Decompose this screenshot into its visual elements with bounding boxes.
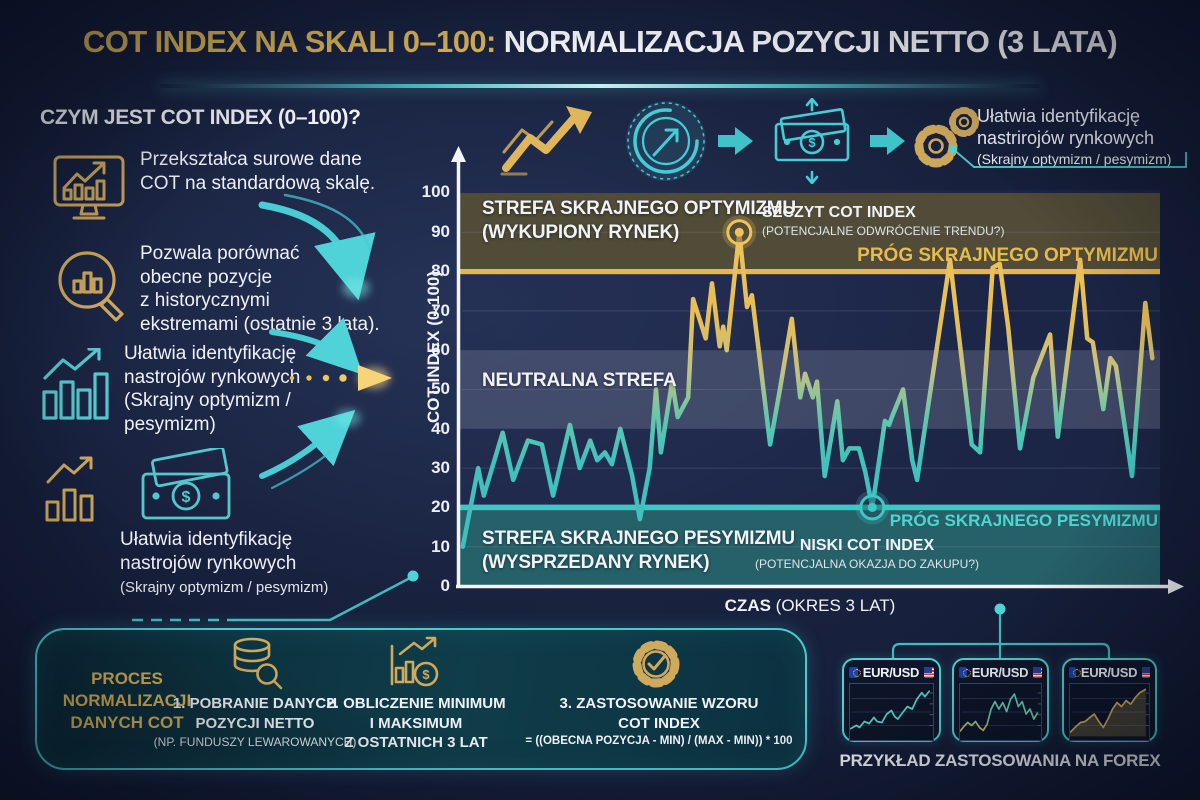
peak-annotation-sub: (POTENCJALNE ODWRÓCENIE TRENDU?)	[762, 224, 1005, 238]
intro-item-4-text: Ułatwia identyfikację nastrojów rynkowyc…	[120, 529, 297, 574]
dollar-glyph: $	[808, 135, 816, 150]
money-icon: $	[141, 448, 231, 520]
intro-item-1-text: Przekształca surowe dane COT na standard…	[140, 149, 376, 194]
low-annotation: NISKI COT INDEX (POTENCJALNA OKAZJA DO Z…	[742, 537, 992, 571]
pessimism-zone-band	[460, 507, 1160, 586]
forex-mini-chart-1	[849, 683, 934, 741]
process-title: PROCES NORMALIZACJI DANYCH COT	[62, 669, 192, 733]
neutral-zone-label: NEUTRALNA STREFA	[482, 370, 677, 391]
eu-flag-icon	[1069, 666, 1081, 678]
bar-chart-up-gold-icon	[45, 456, 94, 522]
optimism-threshold-line	[460, 269, 1160, 275]
forex-mini-chart-2	[959, 683, 1042, 741]
arrow-right-icon	[718, 127, 753, 155]
pessimism-zone-label: STREFA SKRAJNEGO PESYMIZMU (WYSPRZEDANY …	[482, 528, 795, 574]
monitor-chart-icon	[53, 155, 125, 220]
callout-text: Ułatwia identyfikację nastrirojów rynkow…	[977, 106, 1155, 148]
dollar-glyph: $	[422, 667, 430, 682]
low-annotation-label: NISKI COT INDEX	[799, 537, 935, 554]
magnifier-chart-icon	[58, 251, 124, 322]
page-title-rest: NORMALIZACJA POZYCJI NETTO (3 LATA)	[495, 24, 1118, 59]
intro-item-2-text: Pozwala porównać obecne pozycje z histor…	[140, 243, 380, 335]
y-tick-100: 100	[421, 182, 450, 201]
cot-index-series-line	[460, 230, 1155, 549]
y-tick-40: 40	[431, 419, 450, 438]
axes	[456, 162, 1170, 589]
intro-item-4-sub: (Skrajny optymizm / pesymizm)	[120, 579, 329, 596]
y-tick-90: 90	[431, 222, 450, 241]
title-divider	[160, 84, 1040, 88]
y-tick-0: 0	[440, 576, 450, 595]
low-marker	[855, 490, 890, 525]
gear-check-icon	[632, 640, 680, 688]
forex-card-3: EUR/USD	[1062, 658, 1157, 742]
x-axis-label-rest: (OKRES 3 LAT)	[770, 596, 896, 615]
process-step-3-formula: = ((OBECNA POZYCJA - MIN) / (MAX - MIN))…	[525, 735, 793, 747]
intro-heading: CZYM JEST COT INDEX (0–100)?	[40, 106, 361, 129]
forex-caption: PRZYKŁAD ZASTOSOWANIA NA FOREX	[839, 751, 1161, 770]
eu-flag-icon	[849, 666, 861, 678]
database-search-icon	[233, 637, 283, 690]
normalization-process-panel	[35, 628, 807, 770]
low-annotation-sub: (POTENCJALNA OKAZJA DO ZAKUPU?)	[754, 557, 980, 571]
forex-mini-chart-3	[1069, 683, 1150, 741]
currency-pair-label: EUR/USD	[862, 664, 920, 680]
cot-index-chart	[451, 146, 1184, 594]
y-tick-80: 80	[431, 261, 450, 280]
intro-item-3-text: Ułatwia identyfikację nastrojów rynkowyc…	[124, 343, 301, 435]
eu-flag-icon	[959, 666, 971, 678]
bar-chart-up-icon	[42, 348, 109, 420]
y-tick-30: 30	[431, 458, 450, 477]
x-axis-arrow	[1168, 579, 1184, 594]
forex-card-1: EUR/USD	[842, 658, 941, 742]
peak-annotation-label: SZCZYT COT INDEX	[762, 204, 916, 221]
x-axis-label: CZAS (OKRES 3 LAT)	[660, 596, 960, 616]
process-step-1-text: 1. POBRANIE DANYCH POZYCJI NETTO	[172, 695, 338, 732]
x-axis-label-bold: CZAS	[724, 596, 771, 615]
peak-annotation: SZCZYT COT INDEX (POTENCJALNE ODWRÓCENIE…	[762, 204, 1004, 238]
currency-pair-label: EUR/USD	[971, 664, 1029, 680]
process-step-2-text: 2. OBLICZENIE MINIMUM I MAKSIMUM Z OSTAT…	[326, 695, 506, 751]
page-title: COT INDEX NA SKALI 0–100: NORMALIZACJA P…	[0, 24, 1200, 60]
forex-card-2: EUR/USD	[952, 658, 1049, 742]
pessimism-threshold-line	[460, 504, 1160, 511]
trend-arrow-icon	[500, 106, 592, 176]
gauge-icon	[626, 101, 706, 181]
y-tick-60: 60	[431, 340, 450, 359]
minmax-chart-icon: $	[390, 636, 439, 687]
money-flow-icon: $	[774, 98, 850, 184]
us-flag-icon	[1142, 666, 1150, 678]
y-axis-arrow	[451, 146, 466, 162]
optimism-threshold-label: PRÓG SKRAJNEGO OPTYMIZMU	[857, 245, 1158, 266]
peak-marker	[722, 215, 757, 250]
currency-pair-label: EUR/USD	[1080, 664, 1138, 680]
y-tick-20: 20	[431, 497, 450, 516]
us-flag-icon	[1033, 666, 1042, 678]
y-axis-label: COT INDEX (0-100)	[424, 270, 443, 424]
pessimism-threshold-label: PRÓG SKRAJNEGO PESYMIZMU	[889, 511, 1158, 530]
y-tick-70: 70	[431, 301, 450, 320]
optimism-zone-band	[460, 193, 1160, 272]
dollar-glyph: $	[182, 489, 191, 506]
gold-dotted-arrow	[289, 365, 392, 391]
arrow-right-icon	[870, 127, 905, 155]
us-flag-icon	[924, 666, 934, 678]
y-tick-10: 10	[431, 537, 450, 556]
optimism-zone-label: STREFA SKRAJNEGO OPTYMIZMU (WYKUPIONY RY…	[482, 198, 796, 244]
process-step-1-sub: (NP. FUNDUSZY LEWAROWANYCH)	[153, 735, 357, 749]
y-tick-50: 50	[431, 379, 450, 398]
page-title-accent: COT INDEX NA SKALI 0–100:	[82, 24, 496, 59]
process-step-3-text: 3. ZASTOSOWANIE WZORU COT INDEX	[559, 695, 759, 732]
